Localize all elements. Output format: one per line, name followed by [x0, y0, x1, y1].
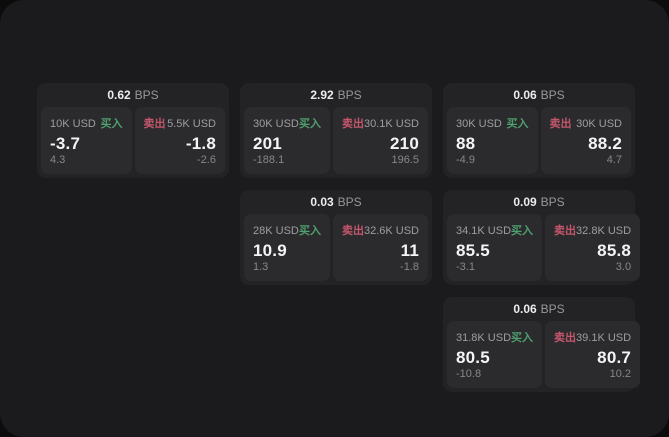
sell-tile[interactable]: 卖出 30.1K USD 210 196.5 [332, 107, 428, 174]
buy-side-label: 买入 [298, 225, 321, 237]
sell-side-label: 卖出 [143, 118, 166, 130]
buy-price: 10.9 [253, 241, 287, 260]
buy-side-label: 买入 [511, 225, 534, 237]
spread-unit: BPS [134, 88, 159, 102]
buy-delta: 4.3 [50, 154, 66, 166]
sell-side-label: 卖出 [549, 118, 572, 130]
buy-delta: 1.3 [253, 261, 269, 273]
buy-delta: -188.1 [253, 154, 285, 166]
spread-value: 2.92 [310, 88, 334, 102]
spread-unit: BPS [540, 302, 565, 316]
buy-delta: -10.8 [456, 368, 482, 380]
sell-delta: -2.6 [197, 154, 216, 166]
spread-unit: BPS [540, 195, 565, 209]
spread-value: 0.09 [513, 195, 537, 209]
sell-size-label: 30.1K USD [363, 118, 419, 130]
sell-side-label: 卖出 [341, 118, 364, 130]
buy-size-label: 31.8K USD [456, 332, 512, 344]
spread-header: 0.06 BPS [443, 297, 635, 321]
sell-delta: 10.2 [609, 368, 632, 380]
sell-tile[interactable]: 卖出 32.6K USD 11 -1.8 [332, 214, 428, 281]
buy-size-label: 10K USD [50, 118, 96, 130]
spread-header: 0.03 BPS [240, 190, 432, 214]
buy-size-label: 30K USD [456, 118, 502, 130]
spread-value: 0.06 [513, 88, 537, 102]
sell-size-label: 30K USD [576, 118, 622, 130]
sell-side-label: 卖出 [554, 332, 577, 344]
sell-size-label: 32.6K USD [363, 225, 419, 237]
sell-size-label: 39.1K USD [576, 332, 632, 344]
buy-price: -3.7 [50, 134, 81, 153]
quote-panes: 28K USD 买入 10.9 1.3 卖出 32.6K USD 11 -1.8 [240, 214, 432, 285]
buy-tile[interactable]: 28K USD 买入 10.9 1.3 [244, 214, 330, 281]
quote-card: 0.62 BPS 10K USD 买入 -3.7 4.3 卖出 5.5K USD… [37, 83, 229, 178]
spread-value: 0.62 [107, 88, 131, 102]
sell-size-label: 32.8K USD [576, 225, 632, 237]
sell-price: 80.7 [597, 348, 632, 367]
quote-panes: 10K USD 买入 -3.7 4.3 卖出 5.5K USD -1.8 -2.… [37, 107, 229, 178]
buy-side-label: 买入 [506, 118, 529, 130]
quote-card: 0.06 BPS 31.8K USD 买入 80.5 -10.8 卖出 39.1… [443, 297, 641, 392]
sell-side-label: 卖出 [341, 225, 364, 237]
buy-price: 201 [253, 134, 282, 153]
quote-panes: 30K USD 买入 88 -4.9 卖出 30K USD 88.2 4.7 [443, 107, 635, 178]
sell-side-label: 卖出 [554, 225, 577, 237]
spread-value: 0.03 [310, 195, 334, 209]
sell-price: 210 [390, 134, 419, 153]
buy-price: 85.5 [456, 241, 490, 260]
quote-card: 2.92 BPS 30K USD 买入 201 -188.1 卖出 30.1K … [240, 83, 432, 178]
quote-panes: 31.8K USD 买入 80.5 -10.8 卖出 39.1K USD 80.… [443, 321, 641, 392]
sell-tile[interactable]: 卖出 32.8K USD 85.8 3.0 [545, 214, 641, 281]
spread-header: 2.92 BPS [240, 83, 432, 107]
spread-header: 0.06 BPS [443, 83, 635, 107]
quote-card: 0.09 BPS 34.1K USD 买入 85.5 -3.1 卖出 32.8K… [443, 190, 641, 285]
buy-size-label: 28K USD [253, 225, 299, 237]
spread-value: 0.06 [513, 302, 537, 316]
sell-delta: 3.0 [615, 261, 632, 273]
sell-size-label: 5.5K USD [167, 118, 216, 130]
quote-card: 0.06 BPS 30K USD 买入 88 -4.9 卖出 30K USD 8… [443, 83, 635, 178]
buy-tile[interactable]: 30K USD 买入 201 -188.1 [244, 107, 330, 174]
buy-tile[interactable]: 30K USD 买入 88 -4.9 [447, 107, 538, 174]
buy-price: 80.5 [456, 348, 490, 367]
spread-header: 0.62 BPS [37, 83, 229, 107]
spread-unit: BPS [337, 195, 362, 209]
sell-price: 85.8 [597, 241, 632, 260]
buy-size-label: 34.1K USD [456, 225, 512, 237]
buy-tile[interactable]: 34.1K USD 买入 85.5 -3.1 [447, 214, 543, 281]
sell-tile[interactable]: 卖出 30K USD 88.2 4.7 [540, 107, 631, 174]
spread-unit: BPS [337, 88, 362, 102]
buy-delta: -3.1 [456, 261, 475, 273]
buy-delta: -4.9 [456, 154, 475, 166]
sell-tile[interactable]: 卖出 39.1K USD 80.7 10.2 [545, 321, 641, 388]
sell-delta: 196.5 [391, 154, 419, 166]
spread-unit: BPS [540, 88, 565, 102]
sell-price: -1.8 [185, 134, 216, 153]
quote-panes: 34.1K USD 买入 85.5 -3.1 卖出 32.8K USD 85.8… [443, 214, 641, 285]
buy-tile[interactable]: 10K USD 买入 -3.7 4.3 [41, 107, 132, 174]
sell-delta: -1.8 [400, 261, 419, 273]
sell-price: 88.2 [588, 134, 622, 153]
sell-delta: 4.7 [606, 154, 622, 166]
buy-tile[interactable]: 31.8K USD 买入 80.5 -10.8 [447, 321, 543, 388]
quote-panes: 30K USD 买入 201 -188.1 卖出 30.1K USD 210 1… [240, 107, 432, 178]
buy-side-label: 买入 [511, 332, 534, 344]
buy-size-label: 30K USD [253, 118, 299, 130]
spread-header: 0.09 BPS [443, 190, 635, 214]
buy-side-label: 买入 [298, 118, 321, 130]
sell-tile[interactable]: 卖出 5.5K USD -1.8 -2.6 [134, 107, 225, 174]
quote-card: 0.03 BPS 28K USD 买入 10.9 1.3 卖出 32.6K US… [240, 190, 432, 285]
buy-side-label: 买入 [100, 118, 123, 130]
buy-price: 88 [456, 134, 476, 153]
sell-price: 11 [400, 241, 419, 260]
